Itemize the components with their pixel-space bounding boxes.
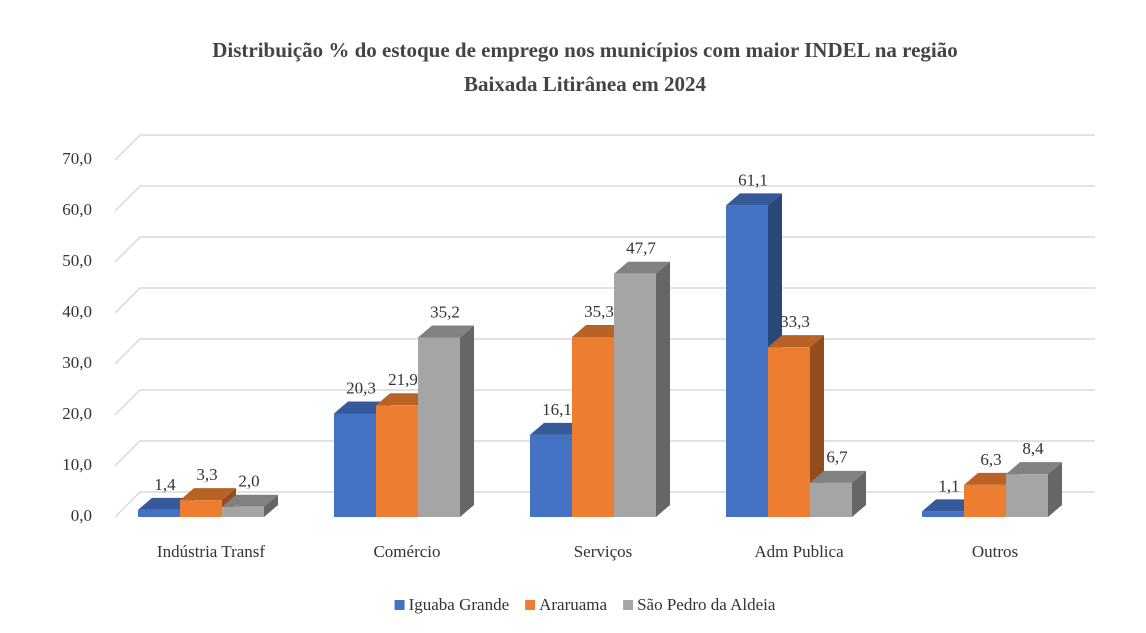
bar-side bbox=[656, 261, 670, 517]
data-label: 20,3 bbox=[346, 378, 376, 397]
bar bbox=[922, 511, 964, 517]
bar-side bbox=[460, 325, 474, 517]
legend-swatch bbox=[623, 600, 634, 610]
grid-line bbox=[114, 134, 1095, 161]
data-label: 6,7 bbox=[826, 448, 848, 467]
bar bbox=[964, 484, 1006, 517]
data-label: 3,3 bbox=[196, 465, 217, 484]
x-tick-label: Comércio bbox=[373, 542, 440, 561]
y-tick-label: 0,0 bbox=[71, 506, 92, 525]
bar bbox=[572, 336, 614, 517]
bar-top bbox=[726, 193, 782, 206]
bar-top bbox=[180, 488, 236, 501]
x-tick-label: Indústria Transf bbox=[157, 542, 265, 561]
data-label: 6,3 bbox=[980, 450, 1001, 469]
data-label: 47,7 bbox=[626, 239, 656, 258]
bar-top bbox=[614, 261, 670, 274]
bar-top bbox=[222, 494, 278, 507]
bar-top bbox=[810, 470, 866, 483]
bar bbox=[376, 405, 418, 517]
x-tick-label: Serviços bbox=[574, 542, 633, 561]
bar bbox=[530, 434, 572, 517]
legend-swatch bbox=[394, 600, 405, 610]
y-tick-label: 40,0 bbox=[62, 302, 92, 321]
data-label: 61,1 bbox=[738, 170, 768, 189]
bar-side bbox=[1048, 462, 1062, 517]
bar-side bbox=[264, 494, 278, 517]
legend-label: Araruama bbox=[539, 595, 607, 614]
data-label: 1,1 bbox=[938, 476, 959, 495]
y-tick-label: 50,0 bbox=[62, 251, 92, 270]
bar-side bbox=[852, 470, 866, 517]
grid-line bbox=[114, 185, 1095, 212]
y-tick-label: 10,0 bbox=[62, 455, 92, 474]
data-label: 8,4 bbox=[1022, 439, 1044, 458]
bar bbox=[614, 273, 656, 517]
data-label: 21,9 bbox=[388, 370, 418, 389]
data-label: 2,0 bbox=[238, 472, 259, 491]
bar-top bbox=[418, 325, 474, 338]
bar bbox=[138, 509, 180, 517]
y-tick-label: 30,0 bbox=[62, 353, 92, 372]
bar-top bbox=[1006, 462, 1062, 475]
data-label: 33,3 bbox=[780, 312, 810, 331]
legend-swatch bbox=[525, 600, 536, 610]
bar bbox=[180, 500, 222, 517]
bar bbox=[768, 347, 810, 517]
bar bbox=[418, 337, 460, 517]
legend-label: São Pedro da Aldeia bbox=[637, 595, 776, 614]
bar bbox=[726, 205, 768, 517]
grid-line bbox=[114, 236, 1095, 263]
chart-subtitle: Baixada Litirânea em 2024 bbox=[464, 72, 707, 96]
chart-title: Distribuição % do estoque de emprego nos… bbox=[212, 38, 958, 62]
bar bbox=[334, 413, 376, 517]
bar bbox=[1006, 474, 1048, 517]
bar bbox=[222, 506, 264, 517]
y-tick-label: 20,0 bbox=[62, 404, 92, 423]
data-label: 35,2 bbox=[430, 302, 460, 321]
x-tick-label: Outros bbox=[972, 542, 1018, 561]
legend-label: Iguaba Grande bbox=[409, 595, 510, 614]
data-label: 1,4 bbox=[154, 475, 176, 494]
x-tick-label: Adm Publica bbox=[754, 542, 844, 561]
bar-top bbox=[768, 335, 824, 348]
bar-side bbox=[810, 335, 824, 517]
bar bbox=[810, 482, 852, 517]
y-tick-label: 70,0 bbox=[62, 149, 92, 168]
data-label: 35,3 bbox=[584, 302, 614, 321]
y-tick-label: 60,0 bbox=[62, 200, 92, 219]
data-label: 16,1 bbox=[542, 400, 572, 419]
